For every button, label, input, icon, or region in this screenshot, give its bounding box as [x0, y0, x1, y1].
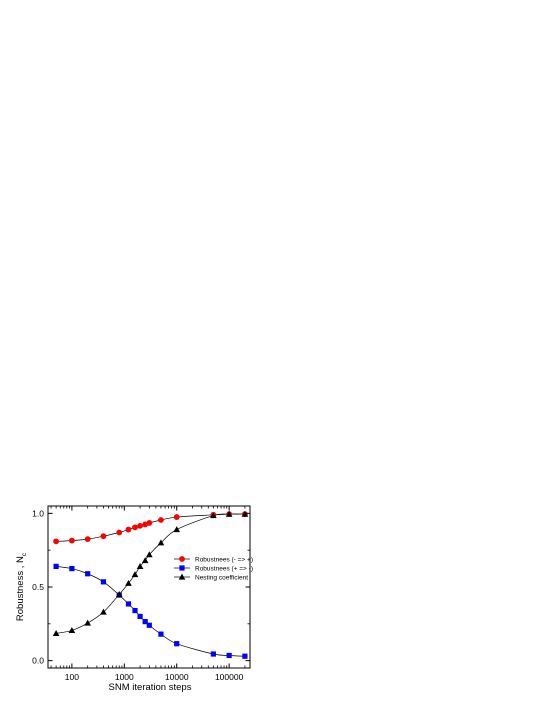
data-point-square — [142, 619, 148, 625]
plot-area-border — [47, 505, 251, 669]
data-point-triangle — [173, 526, 181, 533]
legend-label: Robustnees (- => +) — [195, 557, 253, 564]
y-tick-label: 0.0 — [32, 656, 44, 666]
data-point-triangle — [68, 627, 76, 634]
y-axis-label: Robustness , Nc — [15, 552, 28, 621]
data-point-square — [69, 565, 75, 572]
data-point-square — [85, 571, 91, 577]
y-tick-label: 0.5 — [32, 582, 44, 592]
data-point-square — [100, 579, 107, 585]
x-axis-label: SNM iteration steps — [109, 682, 192, 693]
data-point-square — [137, 613, 143, 620]
data-point-triangle — [141, 557, 149, 564]
y-axis-label-subscript: c — [21, 552, 28, 556]
data-point-circle — [53, 538, 60, 545]
data-point-triangle — [131, 571, 139, 578]
plot-frame — [47, 505, 251, 669]
data-point-triangle — [136, 562, 144, 569]
data-point-square — [242, 653, 248, 659]
data-point-square — [146, 622, 152, 628]
data-point-square — [158, 631, 164, 637]
series-markers — [52, 510, 249, 659]
x-tick-label: 100000 — [215, 672, 244, 682]
legend-marker-square — [179, 565, 185, 571]
y-tick-label: 1.0 — [32, 508, 44, 518]
legend-marker-triangle — [178, 573, 186, 580]
x-tick-label: 100 — [65, 672, 79, 682]
data-point-triangle — [241, 510, 249, 517]
data-point-circle — [116, 529, 123, 536]
data-point-triangle — [146, 551, 153, 558]
series-lines — [56, 513, 245, 657]
axes: 100 1000 10000 100000 0.0 0.5 1.0 — [32, 506, 250, 682]
legend: Robustnees (- => +) Robustnees (+ => -) Ne… — [174, 556, 253, 582]
legend-marker-circle — [179, 556, 185, 562]
y-axis-label-main: Robustness , N — [15, 556, 26, 621]
data-point-square — [226, 652, 232, 659]
data-point-triangle — [225, 510, 233, 517]
data-point-circle — [132, 524, 138, 531]
data-point-triangle — [157, 539, 165, 546]
data-point-circle — [173, 514, 180, 520]
data-point-circle — [146, 520, 153, 526]
data-point-square — [210, 651, 216, 657]
data-point-triangle — [84, 619, 91, 626]
data-point-circle — [158, 517, 164, 523]
x-tick-label: 1000 — [115, 672, 134, 682]
data-point-triangle — [52, 629, 60, 636]
legend-label: Nesting coefficient — [195, 575, 248, 582]
data-point-circle — [68, 537, 75, 544]
data-point-circle — [100, 533, 107, 540]
data-point-circle — [84, 536, 91, 543]
data-point-square — [125, 601, 132, 607]
data-point-triangle — [100, 608, 107, 615]
data-point-square — [174, 641, 180, 647]
legend-label: Robustnees (+ => -) — [195, 566, 253, 573]
data-point-square — [53, 563, 59, 569]
data-point-square — [132, 607, 138, 614]
data-point-triangle — [125, 579, 132, 586]
data-point-circle — [125, 526, 132, 533]
data-point-triangle — [210, 512, 217, 519]
x-tick-label: 10000 — [165, 672, 189, 682]
data-point-circle — [137, 522, 143, 529]
data-point-triangle — [115, 590, 123, 597]
